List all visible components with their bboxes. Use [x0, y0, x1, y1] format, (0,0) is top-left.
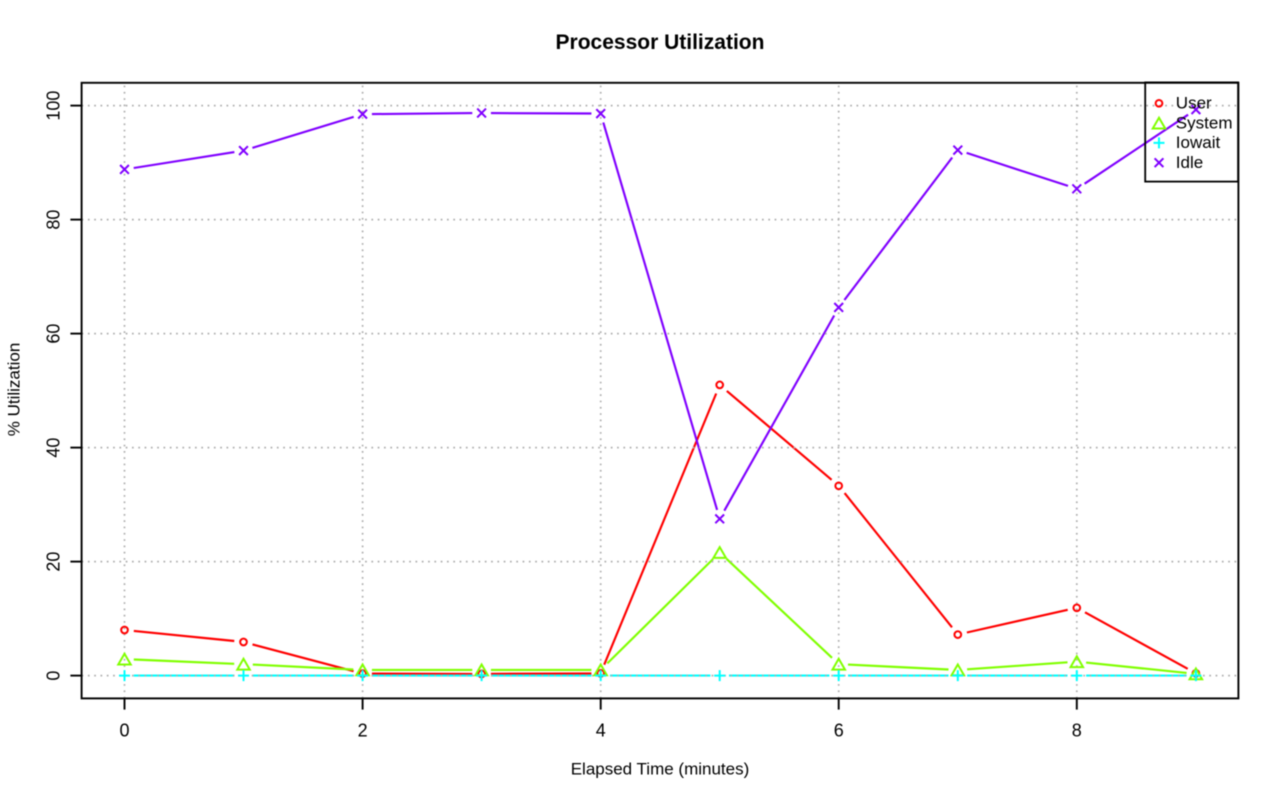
svg-text:80: 80: [43, 210, 63, 230]
svg-text:Processor Utilization: Processor Utilization: [556, 31, 765, 54]
svg-text:System: System: [1176, 113, 1233, 132]
svg-text:40: 40: [43, 438, 63, 458]
svg-text:60: 60: [43, 324, 63, 344]
svg-text:0: 0: [43, 671, 63, 681]
svg-text:4: 4: [596, 720, 606, 740]
svg-text:2: 2: [358, 720, 368, 740]
svg-text:8: 8: [1072, 720, 1082, 740]
svg-text:100: 100: [43, 91, 63, 121]
svg-text:Idle: Idle: [1176, 153, 1203, 172]
svg-text:% Utilization: % Utilization: [5, 343, 24, 437]
svg-text:Elapsed Time (minutes): Elapsed Time (minutes): [571, 760, 750, 779]
svg-text:0: 0: [119, 720, 129, 740]
svg-text:6: 6: [834, 720, 844, 740]
svg-text:User: User: [1176, 94, 1212, 113]
svg-text:Iowait: Iowait: [1176, 133, 1221, 152]
svg-text:20: 20: [43, 552, 63, 572]
